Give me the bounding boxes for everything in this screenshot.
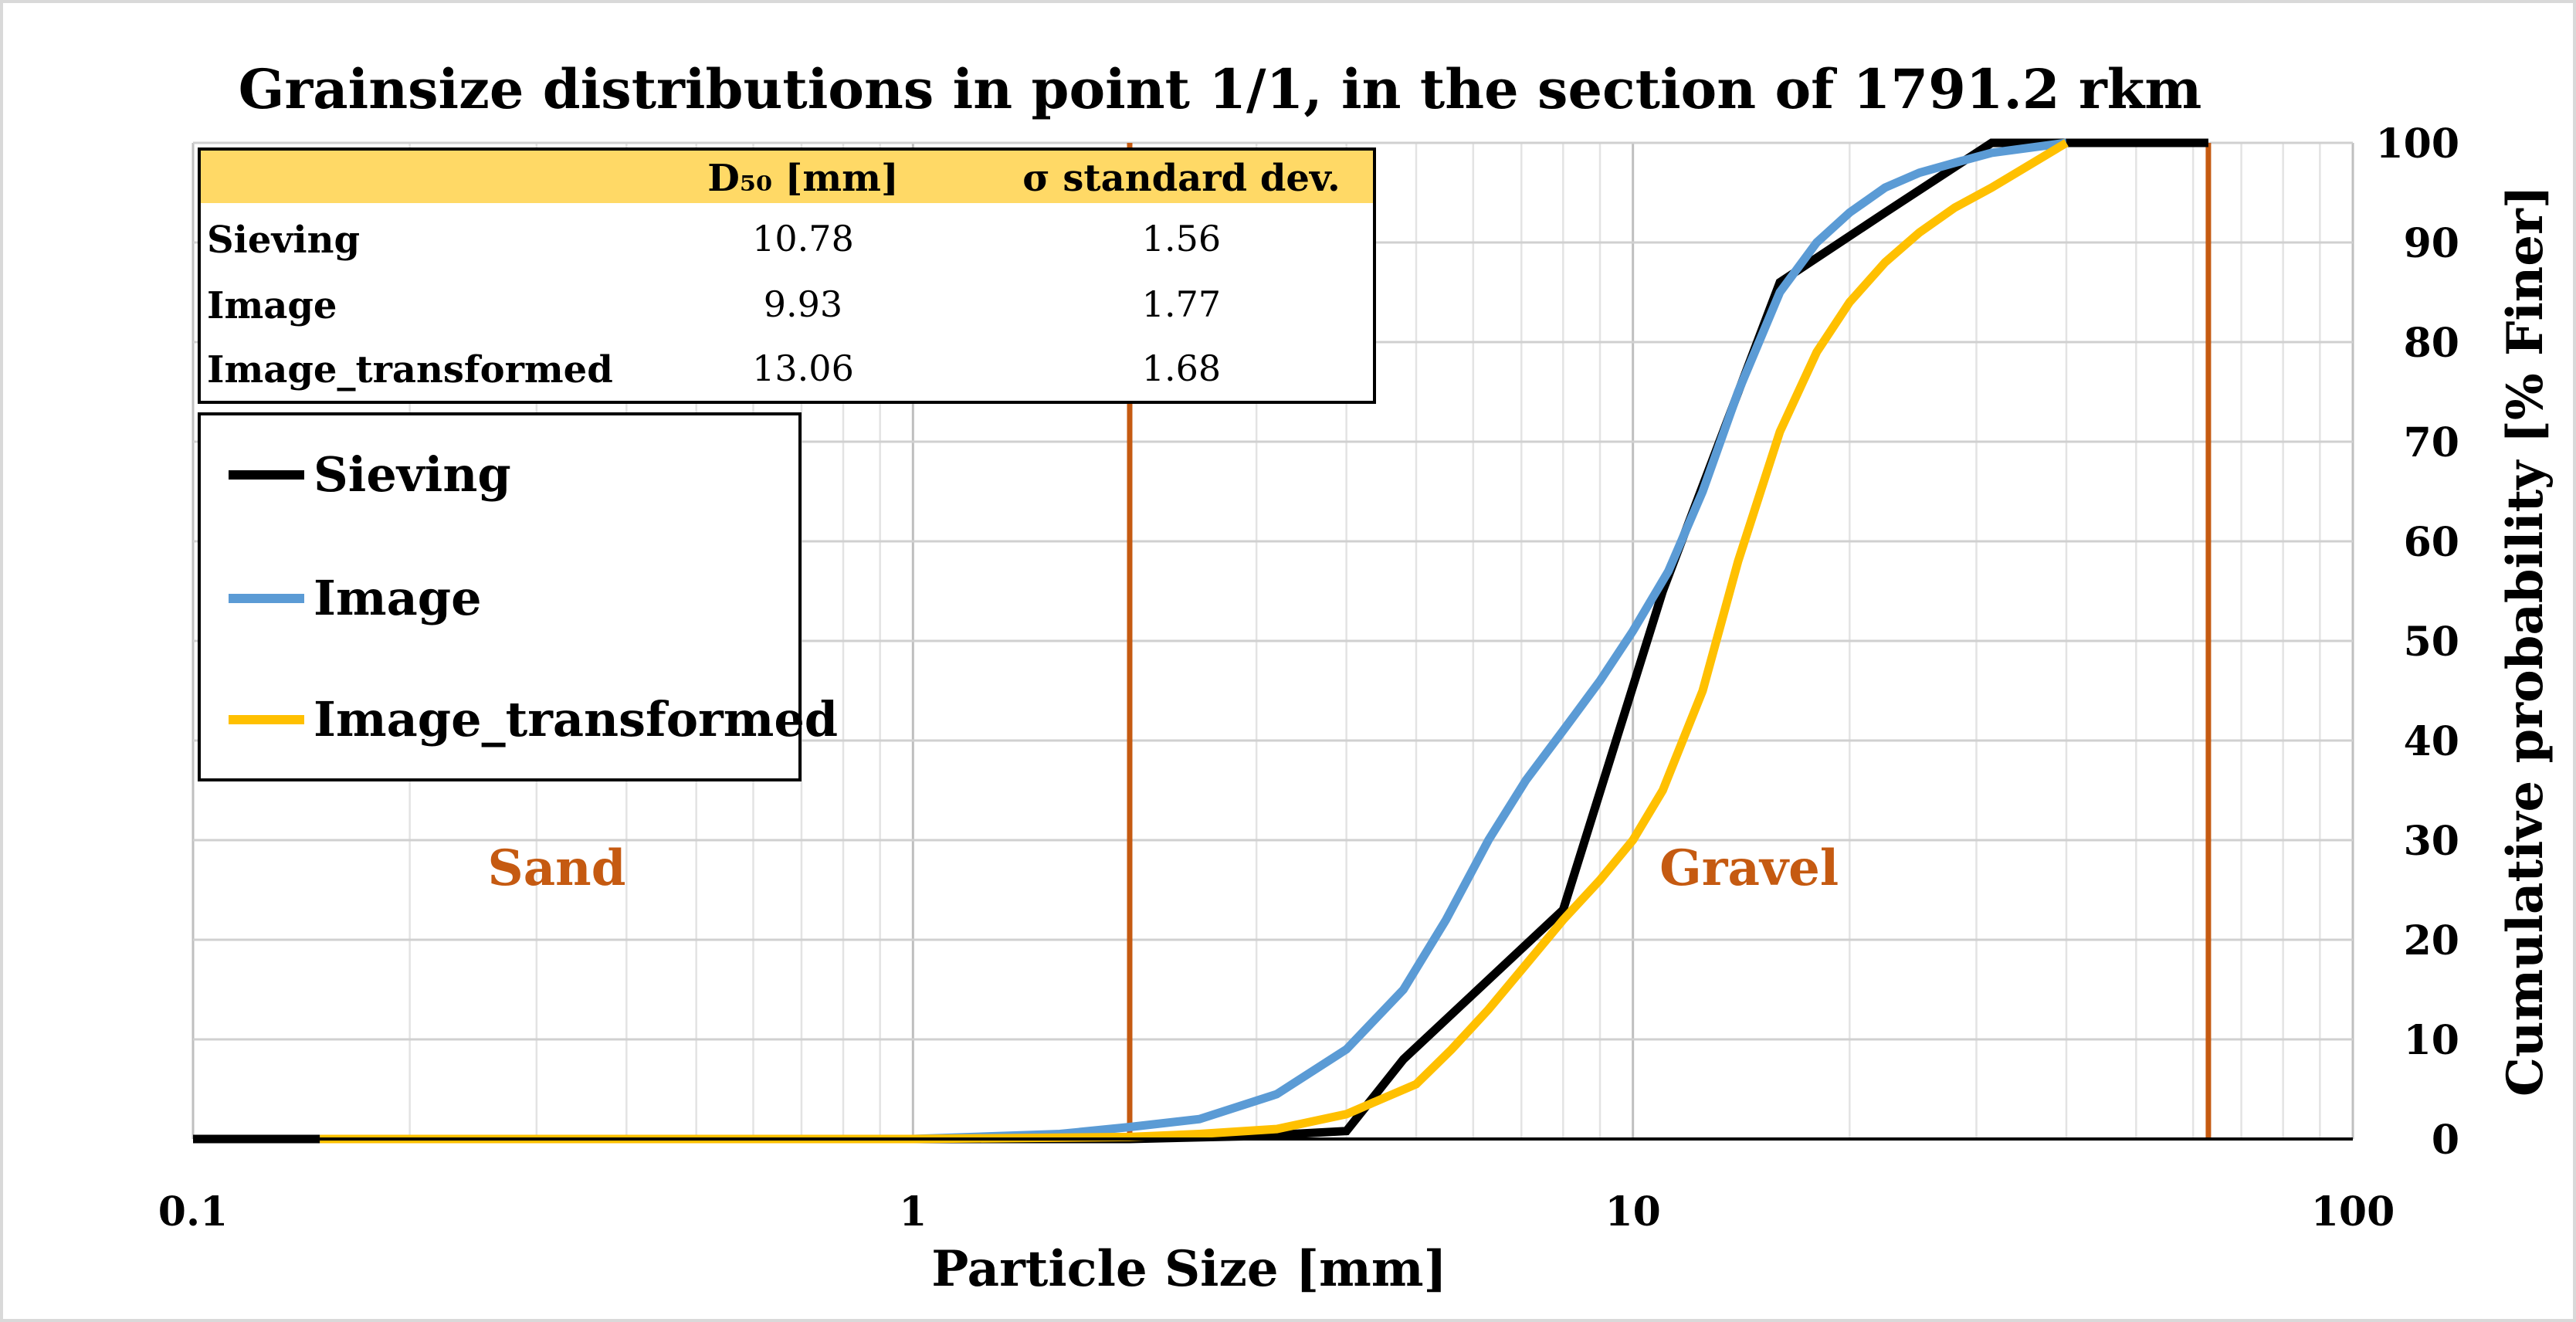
table-body-background bbox=[199, 203, 1374, 402]
x-axis-ticks: 0.1 1 10 100 bbox=[158, 1188, 2395, 1236]
y-tick-label: 50 bbox=[2404, 619, 2459, 666]
series-line-image bbox=[320, 138, 2067, 1144]
y-tick-label: 60 bbox=[2404, 519, 2459, 566]
table-border bbox=[198, 147, 1376, 404]
y-axis-title: Cumulative probability [% Finer] bbox=[2496, 185, 2554, 1097]
x-axis-title: Particle Size [mm] bbox=[931, 1240, 1447, 1298]
zone-labels: Sand Gravel bbox=[487, 839, 1839, 897]
table-cell-sigma: 1.56 bbox=[1142, 218, 1221, 259]
legend: Sieving Image Image_transformed bbox=[198, 412, 838, 781]
table-cell-d50: 13.06 bbox=[752, 347, 854, 389]
table-cell-d50: 9.93 bbox=[764, 283, 842, 325]
table-header-background bbox=[199, 149, 1374, 203]
legend-label-image-transformed: Image_transformed bbox=[314, 691, 838, 747]
y-tick-label: 70 bbox=[2404, 419, 2459, 466]
summary-table: D₅₀ [mm] σ standard dev. Sieving 10.78 1… bbox=[198, 147, 1376, 404]
table-row-label: Sieving bbox=[207, 219, 360, 262]
chart-title: Grainsize distributions in point 1/1, in… bbox=[239, 57, 2202, 121]
table-row-label: Image bbox=[207, 284, 337, 327]
y-axis-ticks: 0 10 20 30 40 50 60 70 80 90 100 bbox=[2375, 120, 2459, 1164]
y-tick-label: 40 bbox=[2404, 718, 2459, 765]
table-cell-sigma: 1.68 bbox=[1142, 347, 1221, 389]
y-tick-label: 90 bbox=[2404, 220, 2459, 267]
y-tick-label: 100 bbox=[2375, 120, 2459, 168]
zone-label: Gravel bbox=[1659, 839, 1839, 897]
table-row-label: Image_transformed bbox=[207, 348, 613, 392]
zone-label: Sand bbox=[487, 839, 625, 897]
x-tick-label: 0.1 bbox=[158, 1188, 228, 1236]
y-tick-label: 10 bbox=[2404, 1017, 2459, 1064]
legend-label-sieving: Sieving bbox=[314, 446, 511, 503]
legend-label-image: Image bbox=[314, 570, 482, 626]
table-header-sigma: σ standard dev. bbox=[1022, 157, 1340, 200]
table-cell-sigma: 1.77 bbox=[1142, 283, 1221, 325]
table-cell-d50: 10.78 bbox=[752, 218, 854, 259]
x-tick-label: 100 bbox=[2311, 1188, 2395, 1236]
series-line-image-transformed bbox=[320, 139, 2069, 1144]
x-tick-label: 1 bbox=[899, 1188, 927, 1236]
x-tick-label: 10 bbox=[1605, 1188, 1660, 1236]
y-tick-label: 80 bbox=[2404, 320, 2459, 367]
table-header-d50: D₅₀ [mm] bbox=[707, 157, 898, 200]
y-tick-label: 30 bbox=[2404, 818, 2459, 865]
y-tick-label: 0 bbox=[2432, 1117, 2459, 1164]
y-tick-label: 20 bbox=[2404, 917, 2459, 964]
